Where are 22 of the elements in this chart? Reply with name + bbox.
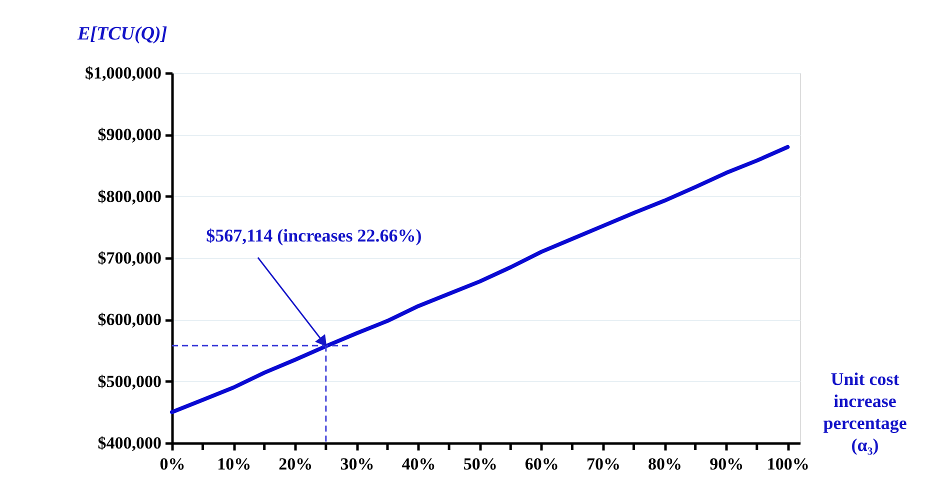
x-tick-label: 90% [710, 454, 744, 474]
y-axis-title: E[TCU(Q)] [76, 24, 168, 44]
y-tick-label: $500,000 [98, 372, 162, 391]
x-tick-label: 60% [524, 454, 559, 474]
y-tick-label: $1,000,000 [85, 64, 162, 82]
x-tick-label: 50% [463, 454, 498, 474]
annotation: $567,114 (increases 22.66%) [206, 226, 422, 246]
x-axis-title: Unit cost increase percentage (α₃) [823, 369, 907, 455]
x-tick-label: 80% [648, 454, 682, 474]
x-tick-label: 0% [160, 454, 186, 474]
y-tick-label: $800,000 [98, 186, 162, 206]
x-tick-label: 30% [340, 454, 374, 474]
x-tick-label: 40% [402, 454, 436, 474]
x-tick-label: 70% [586, 454, 620, 474]
x-tick-label: 100% [766, 454, 810, 474]
x-tick-label: 10% [217, 454, 252, 474]
y-tick-label: $900,000 [98, 125, 162, 144]
x-tick-label: 20% [278, 454, 313, 474]
y-tick-label: $400,000 [98, 434, 162, 452]
line-series [170, 145, 790, 414]
y-tick-label: $700,000 [98, 248, 162, 268]
y-tick-label: $600,000 [98, 310, 162, 330]
